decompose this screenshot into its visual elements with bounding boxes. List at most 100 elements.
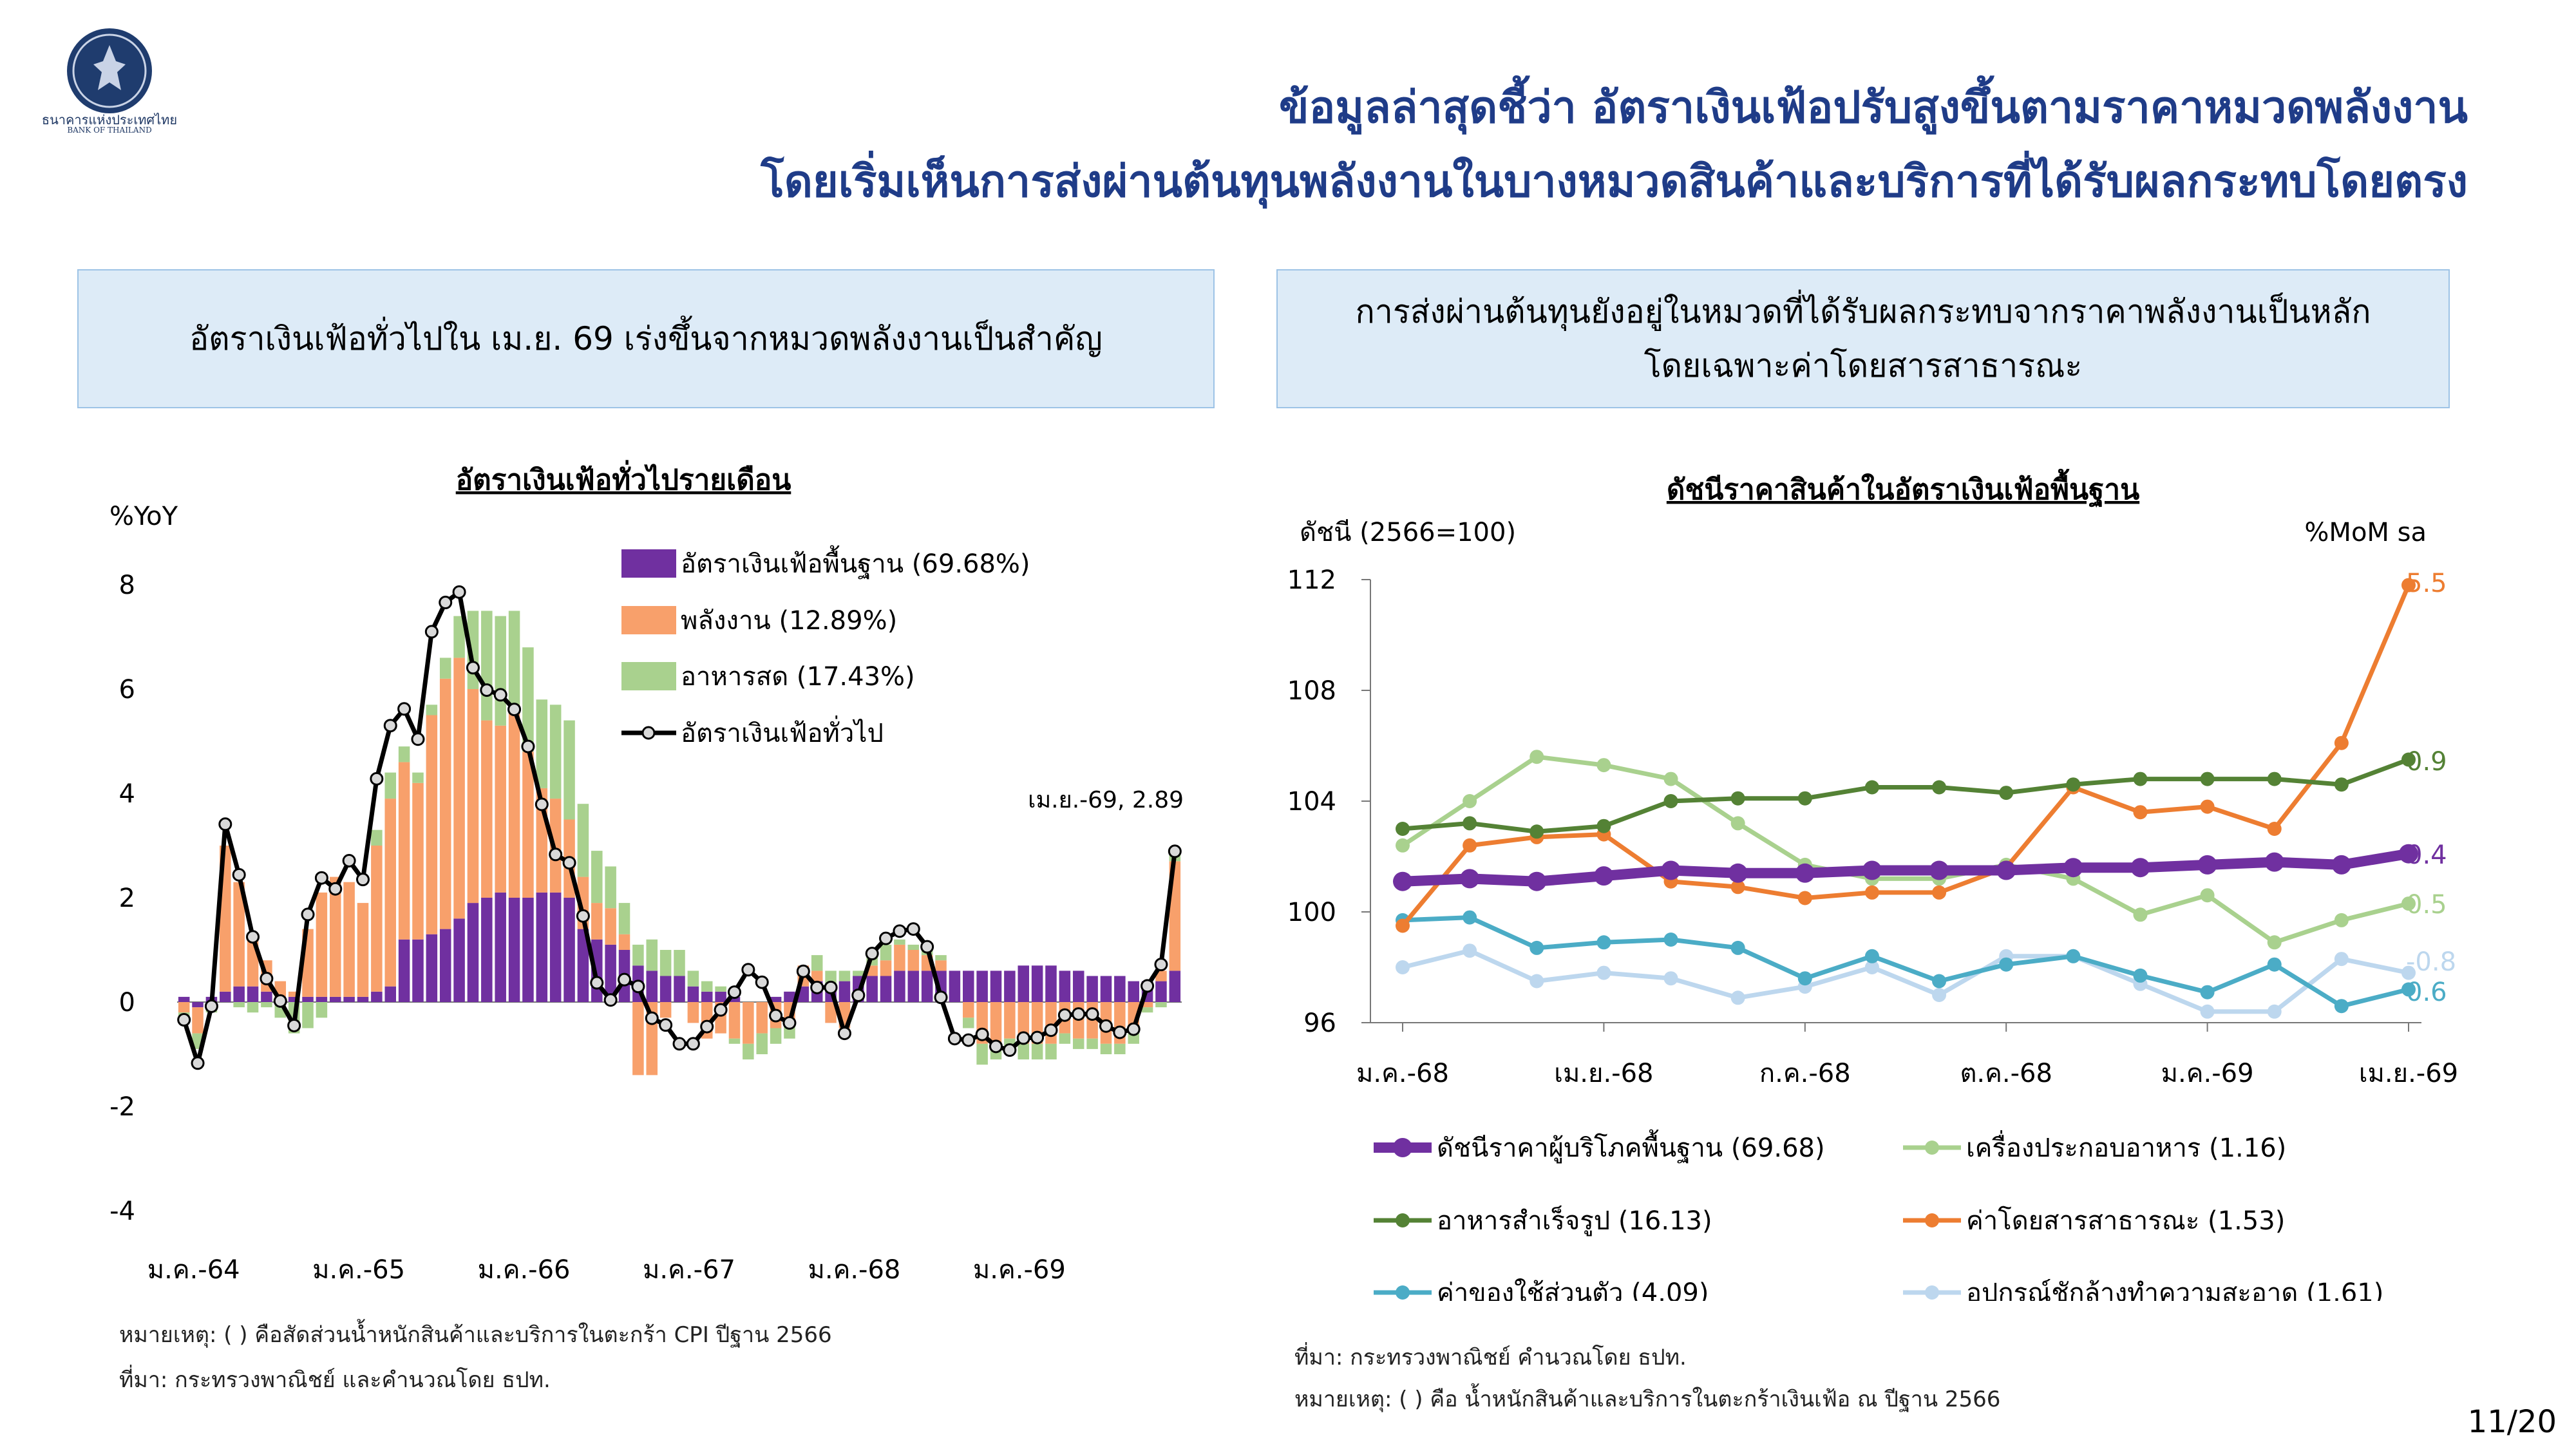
right-chart-title: ดัชนีราคาสินค้าในอัตราเงินเฟ้อพื้นฐาน [1667,468,2139,507]
core-price-index-chart: ดัชนีราคาสินค้าในอัตราเงินเฟ้อพื้นฐานดัช… [1287,468,2458,1301]
series-point [1463,943,1477,958]
series-point [2401,896,2416,911]
bar-segment [522,898,534,1002]
right-chart-ylabel: ดัชนี (2566=100) [1300,518,1516,547]
series-point [1463,910,1477,925]
bar-segment [522,752,534,898]
headline-inflation-point [1044,1023,1058,1037]
series-line [1402,948,2409,1014]
bar-segment [687,971,699,987]
bar-segment [605,866,616,909]
series-point [2334,952,2349,967]
series-point [1996,860,2016,880]
bar-segment [371,991,383,1002]
bar-segment [1155,981,1167,1002]
bar-segment [701,991,713,1002]
headline-inflation-point [576,909,590,923]
bar-segment [1045,965,1057,1002]
bar-segment [935,960,947,971]
bar-segment [632,944,644,966]
headline-inflation-point [273,994,287,1008]
bar-segment [880,976,892,1002]
headline-inflation-point [1113,1025,1127,1039]
bar-segment [605,944,616,1002]
bar-segment [1059,1033,1071,1044]
legend-marker [1393,1138,1412,1157]
legend-label: อัตราเงินเฟ้อพื้นฐาน (69.68%) [681,545,1030,580]
bar-segment [564,898,575,1002]
headline-inflation-point [590,976,604,990]
series-end-label: 5.5 [2406,569,2447,598]
headline-inflation-point [218,817,232,831]
bar-segment [1072,971,1084,1002]
headline-inflation-point [452,585,466,599]
bar-segment [674,950,685,976]
bar-segment [288,991,300,997]
series-point [2264,852,2284,872]
bar-segment [1141,1007,1153,1013]
series-point [2133,968,2148,983]
headline-inflation-chart: อัตราเงินเฟ้อทั่วไปรายเดือน %YoY -4 -2 0 2 4 6 8… [109,460,1184,1285]
right-chart-xtick-label: เม.ย.-68 [1554,1059,1653,1088]
headline-inflation-point [837,1027,851,1041]
series-line [1402,757,2410,834]
bar-segment [1059,971,1071,1002]
series-point [2267,957,2282,972]
headline-inflation-point [851,988,866,1002]
series-point [1864,780,1879,795]
bar-segment [453,616,465,658]
bar-segment [825,1002,837,1023]
bar-segment [659,950,672,976]
bar-segment [1018,1043,1030,1060]
legend-swatch [621,549,676,578]
series-line [1401,754,2409,945]
headline-inflation-point [782,1016,797,1030]
bar-segment [715,991,726,1002]
logo-name-thai: ธนาคารแห่งประเทศไทย [41,112,178,128]
bar-segment [481,898,493,1002]
headline-inflation-point [879,931,893,945]
series-point [2130,858,2150,878]
headline-inflation-point [535,797,549,811]
bar-segment [1141,1002,1153,1008]
bar-segment [756,1002,768,1034]
headline-inflation-point [961,1033,976,1047]
bar-segment [1169,971,1181,1002]
right-summary-box: การส่งผ่านต้นทุนยังอยู่ในหมวดที่ได้รับผล… [1276,269,2450,408]
series-point [1663,794,1678,808]
series-point [2200,985,2215,999]
series-point [1594,866,1614,886]
bar-segment [1155,971,1167,981]
series-point [1932,780,1947,795]
series-point [1999,957,2014,972]
series-point [2200,799,2215,814]
left-summary-text: อัตราเงินเฟ้อทั่วไปใน เม.ย. 69 เร่งขึ้นจ… [189,320,1103,357]
bar-segment [1086,976,1098,1002]
bar-segment [811,971,823,981]
series-point [1596,819,1611,833]
bar-segment [495,892,506,1002]
series-point [1797,791,1812,806]
series-point [2197,855,2217,875]
headline-inflation-point [741,963,755,977]
headline-inflation-point [824,980,838,994]
headline-inflation-point [301,907,315,922]
bar-segment [1004,971,1016,1002]
bar-segment [261,991,272,1002]
bar-segment [495,616,506,726]
bar-segment [247,1002,259,1013]
bar-segment [564,720,575,820]
legend-label: ค่าของใช้ส่วนตัว (4.09) [1437,1278,1709,1301]
headline-inflation-point [947,1032,961,1046]
bar-segment [577,929,589,1002]
bar-segment [728,996,741,1002]
series-point [1730,880,1745,895]
headline-inflation-point [1099,1019,1113,1033]
bar-segment [384,772,396,799]
bar-segment [715,986,726,992]
bar-segment [1045,1043,1057,1060]
headline-inflation-point [700,1019,714,1034]
series-point [1663,971,1678,986]
series-point [2133,907,2148,922]
series-point [1797,971,1812,986]
